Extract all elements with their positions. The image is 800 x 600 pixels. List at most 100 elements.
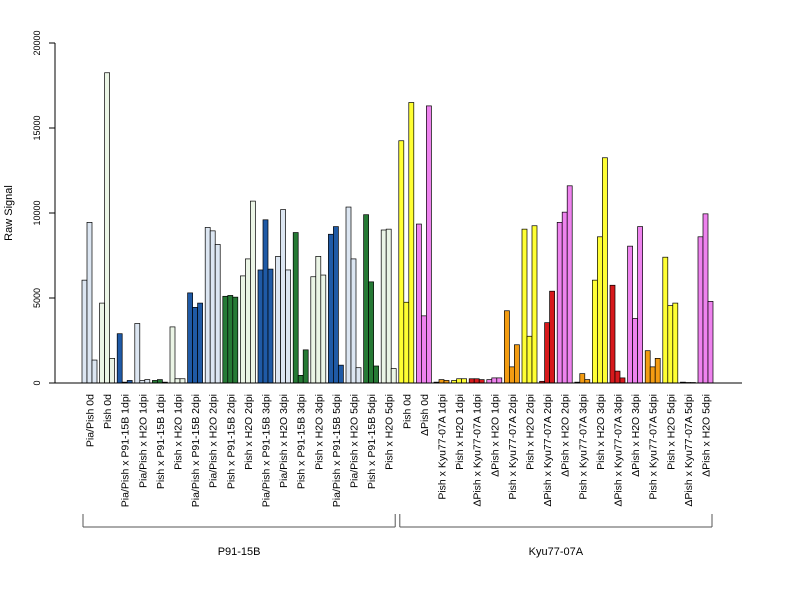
bar: [227, 295, 234, 384]
x-tick-label: Pish 0d: [401, 394, 413, 429]
bar: [584, 379, 591, 384]
bar: [602, 157, 608, 384]
group-brackets: P91-15B Kyu77-07A: [82, 514, 713, 558]
bar: [179, 378, 186, 384]
bar: [280, 209, 286, 384]
x-tick-label: Pish x H2O 5dpi: [665, 394, 677, 470]
bars: [81, 72, 714, 384]
bar: [408, 102, 415, 384]
bar: [310, 276, 317, 384]
x-tick-label: Pish x Kyu77-07A 3dpi: [577, 394, 589, 500]
bar: [549, 290, 555, 384]
bar: [496, 377, 503, 384]
x-tick-label: Pish x H2O 2dpi: [243, 394, 255, 470]
x-tick-label: ΔPish x Kyu77-07A 5dpi: [683, 394, 695, 507]
bar: [368, 281, 374, 384]
bar: [345, 206, 352, 384]
bar: [285, 269, 291, 384]
x-tick-label: Pia/Pish x H2O 1dpi: [137, 394, 149, 488]
bar: [556, 222, 563, 384]
x-tick-label: Pish x Kyu77-07A 1dpi: [437, 394, 449, 500]
x-tick-label: Pia/Pish x H2O 3dpi: [278, 394, 290, 488]
bar: [461, 378, 467, 384]
bar: [561, 211, 568, 384]
bar: [478, 379, 485, 384]
x-tick-label: Pia/Pish x P91-15B 3dpi: [261, 394, 273, 507]
x-tick-label: ΔPish x Kyu77-07A 1dpi: [472, 394, 484, 507]
bar: [697, 236, 704, 384]
bar: [373, 365, 379, 384]
bar: [169, 326, 176, 384]
bar: [649, 366, 656, 384]
bar: [609, 284, 616, 384]
bar: [403, 301, 410, 384]
bar: [292, 232, 299, 384]
bar: [144, 379, 151, 384]
x-tick-label: Pish x Kyu77-07A 5dpi: [648, 394, 660, 500]
x-tick-label: ΔPish x H2O 1dpi: [489, 394, 501, 477]
y-tick-label: 0: [32, 380, 42, 385]
x-tick-label: Pia/Pish 0d: [85, 394, 97, 447]
bar: [355, 367, 362, 384]
x-tick-label: ΔPish x H2O 2dpi: [560, 394, 572, 477]
bar: [702, 213, 709, 384]
bar: [240, 275, 246, 384]
bar: [592, 279, 598, 384]
bar: [187, 292, 193, 384]
x-tick-label: ΔPish x H2O 3dpi: [630, 394, 642, 477]
bar: [320, 274, 327, 384]
bar: [232, 296, 239, 384]
bar: [662, 256, 669, 384]
bar: [275, 256, 281, 384]
bar: [390, 368, 397, 384]
bar: [209, 230, 216, 384]
bar: [302, 349, 309, 384]
bar: [81, 279, 88, 384]
bar: [109, 358, 115, 384]
bar: [654, 358, 661, 384]
bar: [644, 350, 651, 384]
bar: [579, 373, 586, 384]
x-tick-label: Pish x H2O 3dpi: [313, 394, 325, 470]
y-tick-label: 20000: [32, 30, 42, 55]
bar: [204, 227, 211, 384]
bar: [86, 222, 93, 384]
bar: [544, 322, 550, 384]
bar: [315, 256, 322, 384]
bar: [438, 379, 445, 384]
bar: [328, 233, 334, 384]
bar: [627, 245, 633, 384]
x-tick-label: Pish x P91-15B 5dpi: [366, 394, 378, 489]
bar: [363, 214, 369, 384]
bar: [426, 105, 432, 384]
bar: [514, 344, 520, 384]
bar: [619, 377, 626, 384]
bar: [91, 359, 98, 384]
bar: [614, 370, 621, 384]
bar: [491, 377, 498, 384]
x-tick-label: Pish x P91-15B 2dpi: [225, 394, 237, 489]
bar: [338, 364, 344, 384]
group-label: Kyu77-07A: [529, 546, 584, 558]
x-tick-label: ΔPish x Kyu77-07A 2dpi: [542, 394, 554, 507]
bar: [267, 268, 274, 384]
bar: [157, 379, 163, 384]
category-labels: Pia/Pish 0d Pish 0d Pia/Pish x P91-15B 1dp…: [85, 394, 713, 507]
x-tick-label: Pish 0d: [102, 394, 114, 429]
bar: [333, 226, 339, 384]
x-tick-label: Pish x H2O 2dpi: [525, 394, 537, 470]
bar: [597, 236, 603, 384]
bar: [297, 375, 304, 384]
bar: [468, 378, 475, 384]
bar: [222, 295, 229, 384]
bar: [473, 378, 480, 384]
bar: [566, 185, 573, 384]
bar: [385, 228, 392, 384]
x-tick-label: Pia/Pish x P91-15B 2dpi: [190, 394, 202, 507]
x-tick-label: Pia/Pish x P91-15B 5dpi: [331, 394, 343, 507]
x-tick-label: Pish x Kyu77-07A 2dpi: [507, 394, 519, 500]
bar: [134, 323, 141, 384]
x-tick-label: Pia/Pish x P91-15B 1dpi: [120, 394, 132, 507]
x-tick-label: ΔPish x Kyu77-07A 3dpi: [613, 394, 625, 507]
x-tick-label: Pish x H2O 5dpi: [384, 394, 396, 470]
